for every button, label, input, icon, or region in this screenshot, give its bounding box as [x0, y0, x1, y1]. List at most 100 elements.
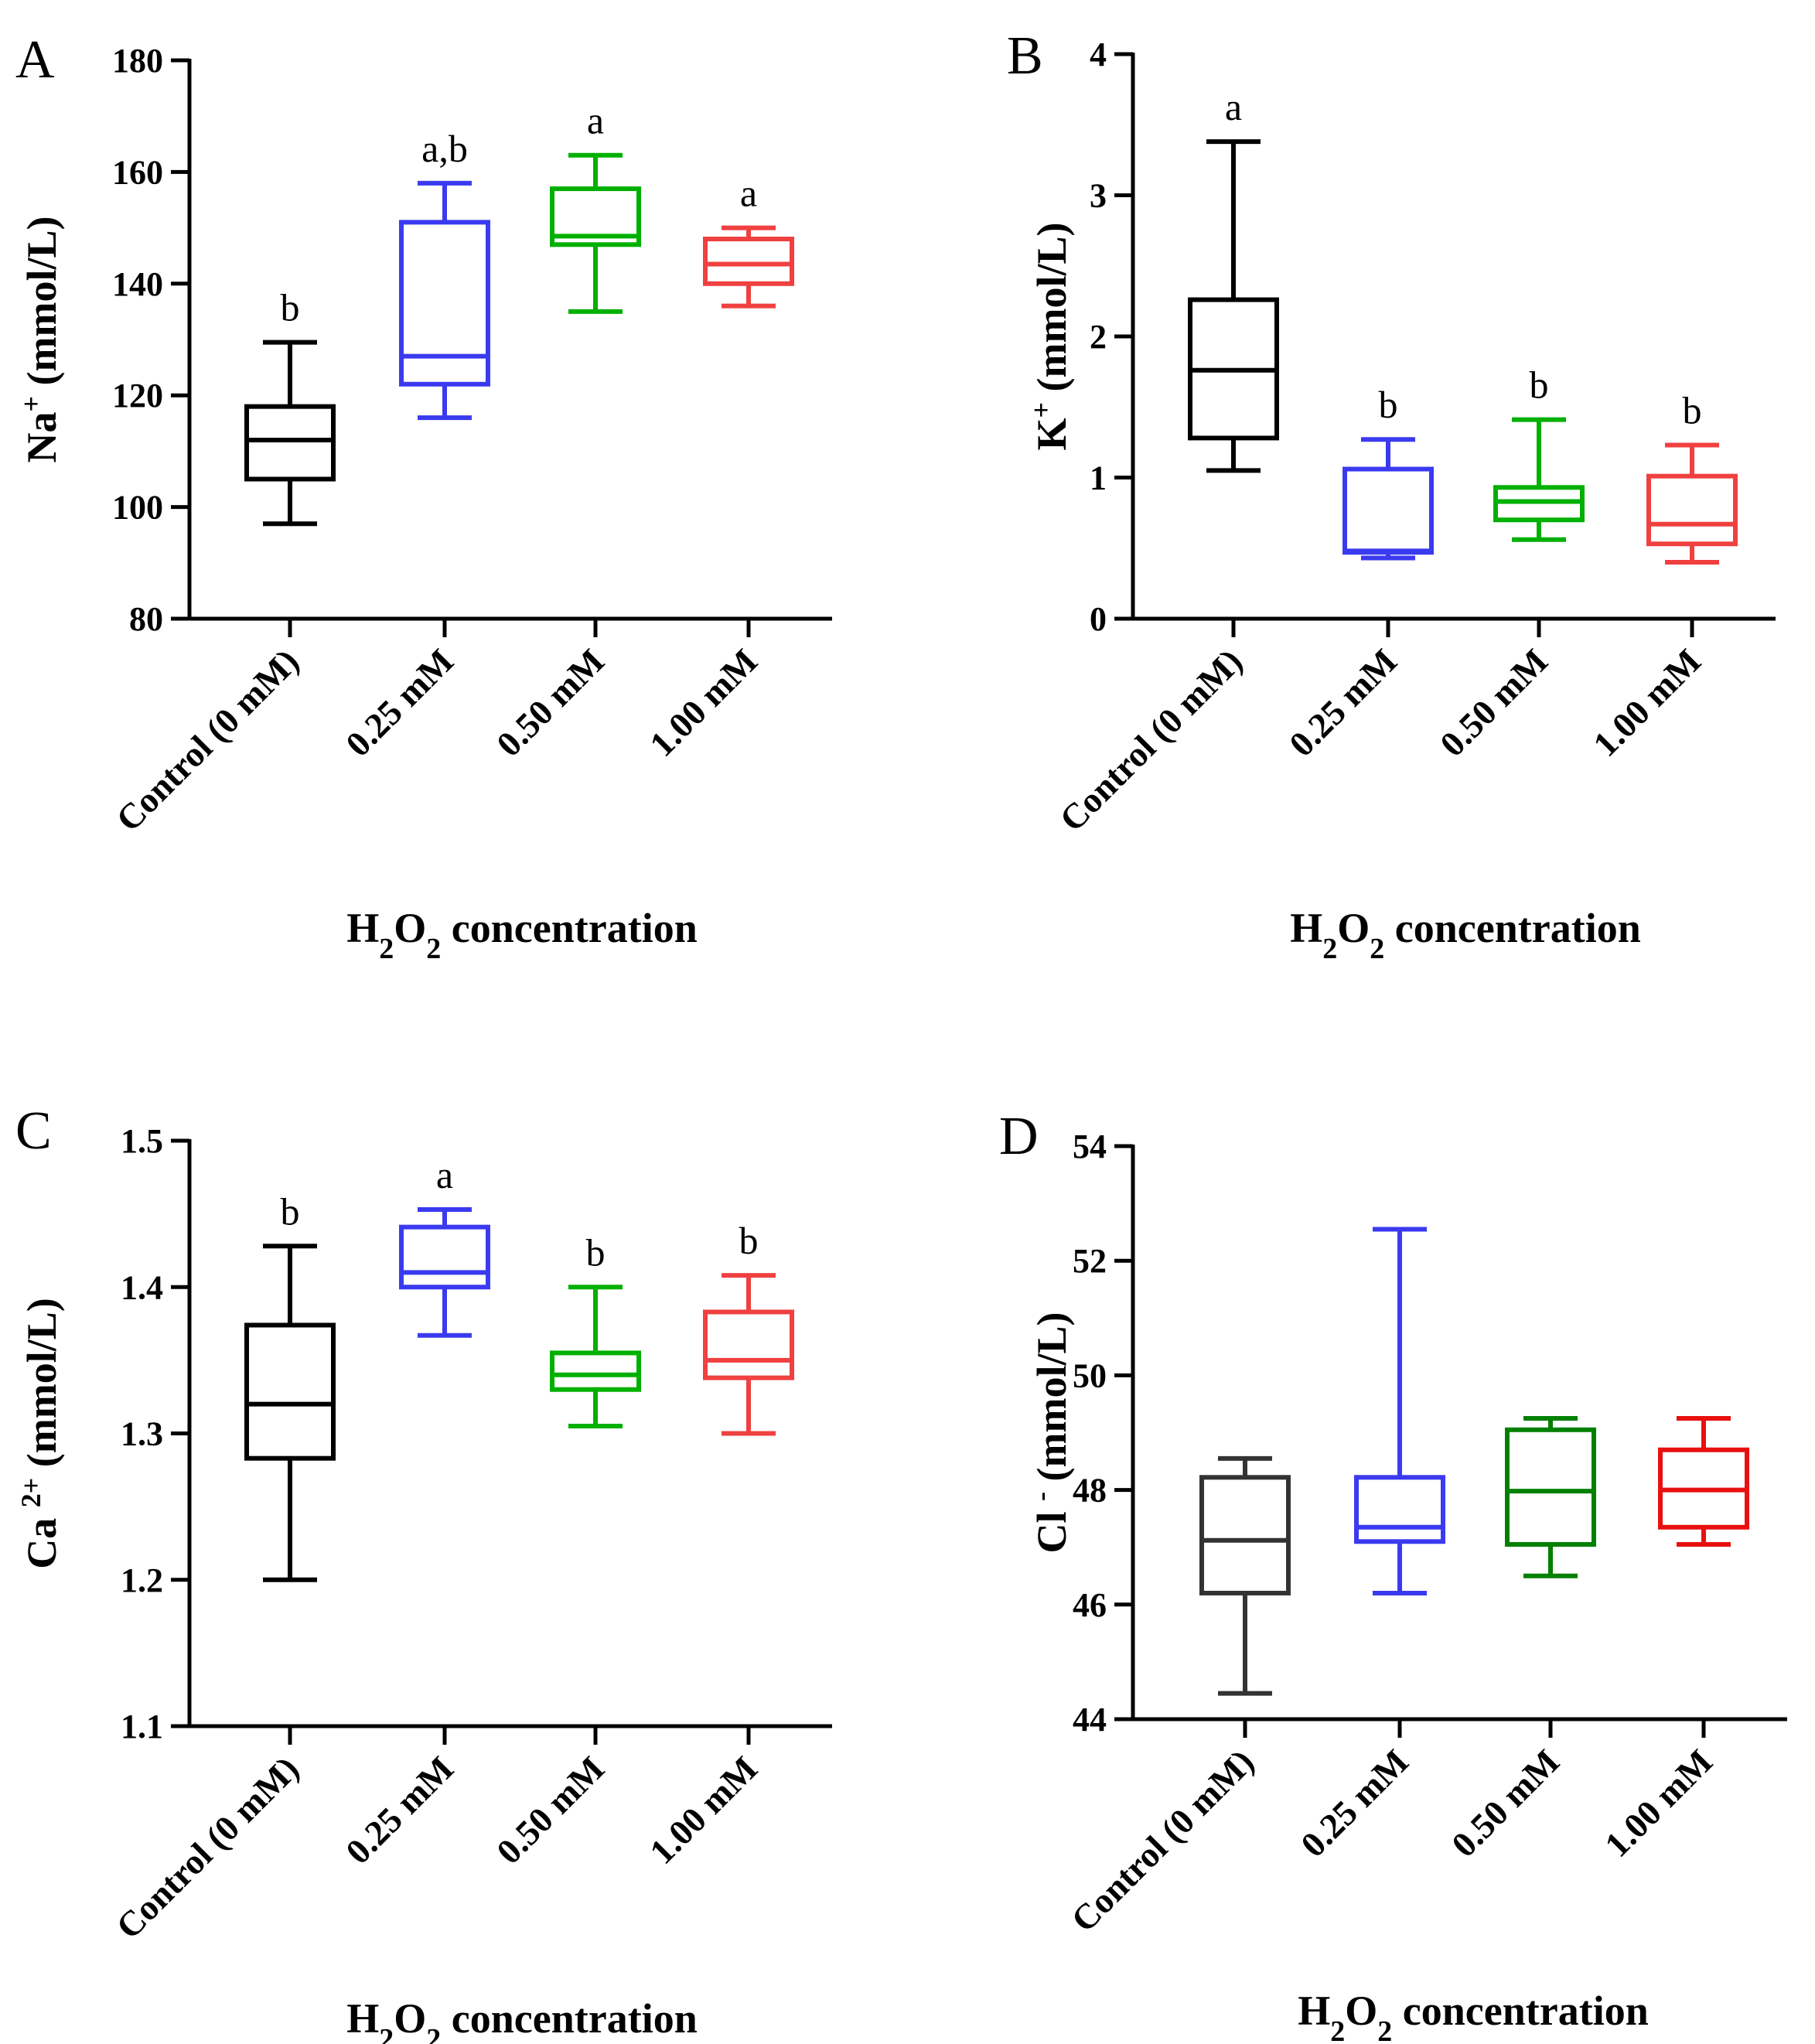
x-category-label: Control (0 mM): [1052, 641, 1250, 839]
y-tick-label: 180: [112, 42, 163, 80]
x-category-label: 0.25 mM: [338, 641, 461, 764]
iqr-box: [550, 186, 641, 247]
y-axis-title: Na+ (mmol/L): [15, 217, 65, 463]
significance-letter: b: [1530, 363, 1549, 407]
x-category-label: 1.00 mM: [1585, 641, 1708, 764]
x-axis-title-part: O: [394, 905, 426, 951]
box-plot-3: [1493, 417, 1585, 542]
panel-d: D 44 46 48 50 52 54 Control (0 mM) 0.25 mM 0.50 m…: [999, 1107, 1787, 2044]
box-plot-3: [550, 152, 641, 314]
box-plot-3: [1505, 1415, 1596, 1578]
x-axis-title: H2O2 concentration: [346, 905, 697, 965]
significance-letter: b: [1379, 383, 1398, 426]
panel-b: B 0 1 2 3 4 a Control (0 mM) b 0.25 mM b 0.50 mM b 1.…: [1007, 26, 1776, 965]
x-axis-title: H2O2 concentration: [1290, 905, 1640, 965]
x-category-label: Control (0 mM): [108, 641, 306, 839]
y-tick-label: 80: [129, 600, 163, 638]
box-plot-1: [1199, 1455, 1291, 1696]
y-tick-label: 160: [112, 153, 163, 191]
x-category-label: 0.50 mM: [489, 1749, 612, 1872]
box-plot-4: [703, 1273, 794, 1436]
significance-letter: a: [436, 1153, 453, 1196]
box-plot-2: [399, 180, 490, 421]
y-tick-label: 100: [112, 489, 163, 527]
iqr-box: [703, 237, 794, 286]
x-axis-title-subscript: 2: [426, 933, 441, 965]
box-plot-1: [244, 340, 336, 527]
y-axis-title-ion: Ca: [19, 1507, 65, 1569]
significance-letter: b: [739, 1219, 759, 1262]
box-plot-4: [1646, 442, 1738, 565]
x-axis-title-part: H: [1290, 905, 1322, 951]
x-axis-title-subscript: 2: [426, 2023, 441, 2044]
y-tick-label: 4: [1090, 36, 1107, 73]
y-tick-label: 1.5: [121, 1122, 163, 1160]
significance-letter: a: [587, 99, 604, 142]
x-axis-title-subscript: 2: [1370, 933, 1384, 965]
iqr-box: [550, 1350, 641, 1392]
x-category-label: 0.50 mM: [489, 641, 612, 764]
x-category-label: 1.00 mM: [642, 1749, 765, 1872]
y-axis-title-charge: 2+: [15, 1478, 46, 1508]
y-axis-title-charge: -: [1025, 1492, 1056, 1501]
y-axis-title-unit: (mmol/L): [19, 1298, 65, 1477]
significance-letter: b: [281, 286, 300, 329]
iqr-box: [1646, 473, 1738, 547]
y-axis-title-unit: (mmol/L): [1029, 223, 1075, 402]
x-axis-title-part: concentration: [1392, 1988, 1648, 2034]
x-category-label: 1.00 mM: [642, 641, 765, 764]
iqr-box: [1342, 466, 1434, 555]
x-axis-title-part: H: [346, 905, 379, 951]
x-category-label: Control (0 mM): [1063, 1742, 1261, 1940]
iqr-box: [703, 1309, 794, 1380]
y-tick-label: 44: [1073, 1701, 1107, 1739]
x-axis-title-part: O: [1337, 905, 1370, 951]
x-axis-title-subscript: 2: [379, 2023, 394, 2044]
x-category-label: 0.25 mM: [338, 1749, 461, 1872]
y-axis-title-unit: (mmol/L): [1029, 1312, 1075, 1492]
x-axis-title-subscript: 2: [1377, 2015, 1392, 2044]
iqr-box: [1354, 1475, 1445, 1544]
y-axis-title: Ca 2+ (mmol/L): [15, 1298, 65, 1568]
panel-letter: D: [999, 1107, 1039, 1166]
panel-letter: A: [15, 30, 55, 90]
y-axis-title-unit: (mmol/L): [19, 217, 65, 396]
y-tick-label: 0: [1090, 600, 1107, 638]
x-category-label: Control (0 mM): [108, 1749, 306, 1947]
y-axis-title-ion: K: [1029, 418, 1075, 450]
panel-c: C 1.1 1.2 1.3 1.4 1.5 b Control (0 mM) a 0.25 mM b…: [15, 1101, 832, 2044]
significance-letter: a: [1225, 85, 1242, 128]
iqr-box: [399, 220, 490, 387]
y-tick-label: 48: [1073, 1472, 1107, 1510]
y-tick-label: 3: [1090, 177, 1107, 215]
y-axis-title-ion: Cl: [1029, 1501, 1075, 1554]
x-axis-title-part: O: [1345, 1988, 1377, 2034]
significance-letter: a,b: [421, 127, 468, 170]
iqr-box: [244, 404, 336, 482]
iqr-box: [244, 1322, 336, 1461]
y-tick-label: 46: [1073, 1586, 1107, 1624]
box-plot-2: [1342, 437, 1434, 561]
x-category-label: 0.25 mM: [1281, 641, 1404, 764]
x-axis-title-subscript: 2: [379, 933, 394, 965]
panel-letter: C: [15, 1101, 52, 1161]
y-tick-label: 50: [1073, 1356, 1107, 1394]
box-plot-4: [703, 225, 794, 309]
x-axis-title-part: O: [394, 1995, 426, 2042]
box-plot-2: [399, 1206, 490, 1338]
x-axis-title: H2O2 concentration: [346, 1995, 697, 2044]
y-tick-label: 1.4: [121, 1268, 163, 1306]
x-category-label: 0.50 mM: [1432, 641, 1555, 764]
y-tick-label: 52: [1073, 1242, 1107, 1280]
y-tick-label: 2: [1090, 318, 1107, 356]
y-tick-label: 54: [1073, 1128, 1107, 1165]
significance-letter: b: [1683, 389, 1702, 432]
x-axis-title-part: H: [346, 1995, 379, 2042]
x-axis-title-part: concentration: [1384, 905, 1640, 951]
x-axis-title-subscript: 2: [1322, 933, 1337, 965]
y-tick-label: 1.3: [121, 1415, 163, 1453]
x-category-label: 1.00 mM: [1597, 1742, 1720, 1865]
y-axis-title-ion: Na: [19, 411, 65, 462]
significance-letter: b: [586, 1230, 606, 1274]
